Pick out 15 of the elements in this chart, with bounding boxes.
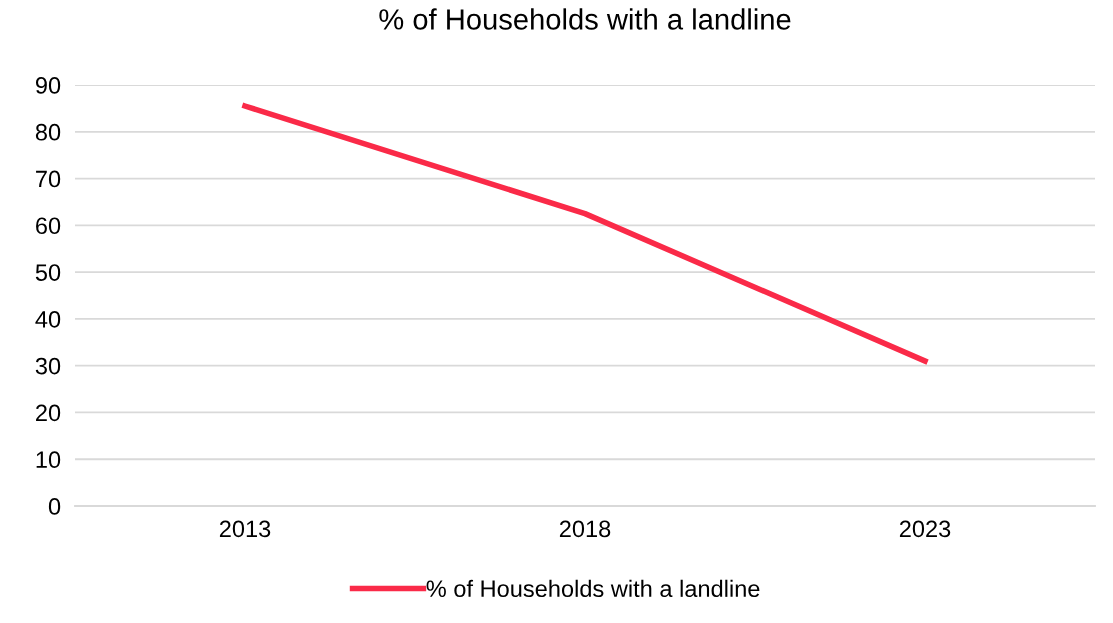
y-tick-label: 0	[48, 498, 61, 515]
y-tick-label: 60	[36, 217, 61, 235]
y-tick-label: 70	[36, 170, 61, 188]
legend-label: % of Households with a landline	[426, 579, 760, 598]
y-tick-label: 90	[35, 77, 61, 94]
x-tick-label: 2013	[219, 520, 271, 538]
x-tick-label: 2023	[899, 520, 951, 538]
y-tick-label: 40	[35, 310, 61, 328]
y-tick-label: 50	[35, 264, 61, 281]
x-tick-label: 2018	[559, 520, 611, 538]
chart-title: % of Households with a landline	[379, 8, 791, 30]
y-tick-label: 30	[35, 357, 61, 375]
y-tick-label: 20	[36, 404, 61, 422]
y-tick-label: 80	[35, 123, 61, 141]
y-tick-label: 10	[36, 451, 61, 469]
